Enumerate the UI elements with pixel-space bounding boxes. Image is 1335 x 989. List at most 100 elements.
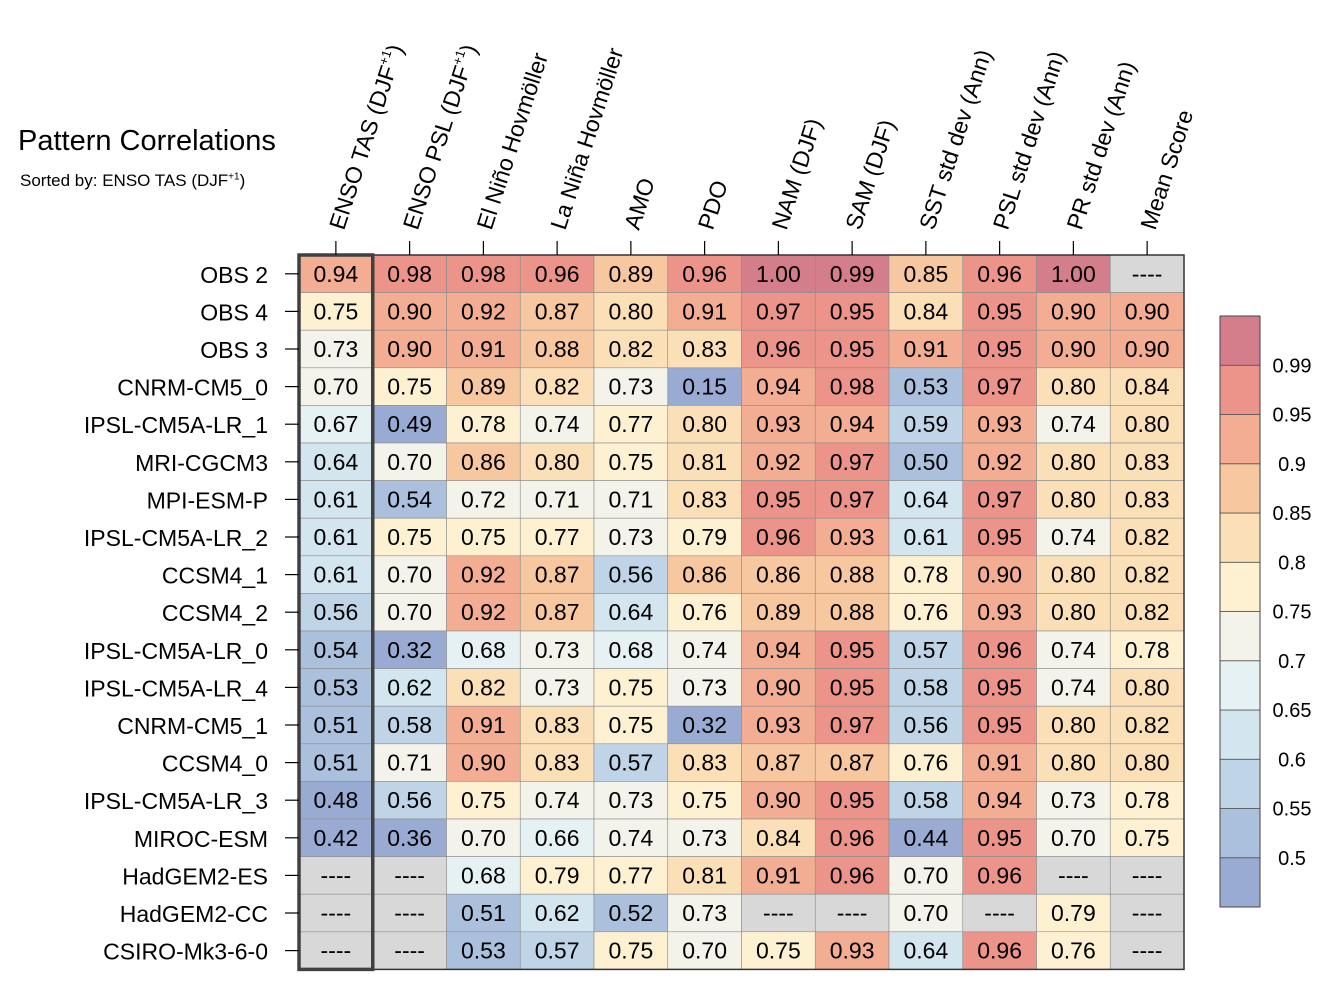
- cell-value: 0.74: [1051, 411, 1096, 437]
- heatmap-cell: [962, 856, 1037, 895]
- cell-value: 0.97: [977, 486, 1022, 512]
- cell-value: 0.56: [387, 787, 432, 813]
- row-label: IPSL-CM5A-LR_4: [84, 675, 268, 701]
- cell-value: 0.64: [903, 486, 948, 512]
- cell-value: ----: [1132, 261, 1163, 287]
- heatmap-cell: [519, 668, 595, 707]
- heatmap-cell: [298, 818, 374, 857]
- cell-value: ----: [394, 900, 425, 926]
- cell-value: 0.82: [1125, 524, 1170, 550]
- cell-value: 0.73: [608, 787, 653, 813]
- heatmap-cell: [1036, 781, 1111, 820]
- cell-value: 0.82: [461, 674, 506, 700]
- cell-value: 0.95: [977, 298, 1022, 324]
- heatmap-cell: [1036, 705, 1111, 745]
- cell-value: 0.97: [977, 374, 1022, 400]
- cell-value: 0.58: [903, 674, 948, 700]
- heatmap-cell: [593, 781, 669, 820]
- heatmap-cell: [1109, 630, 1185, 669]
- heatmap-cell: [888, 743, 964, 782]
- cell-value: 0.79: [682, 524, 727, 550]
- heatmap-cell: [372, 781, 447, 820]
- colorbar-segment: [1219, 808, 1261, 859]
- cell-value: 0.97: [830, 486, 875, 512]
- heatmap-cell: [519, 405, 595, 444]
- cell-value: 0.96: [830, 825, 875, 851]
- cell-value: 0.85: [903, 261, 948, 287]
- heatmap-cell: [298, 931, 374, 970]
- heatmap-cell: [593, 254, 669, 293]
- cell-value: 0.81: [682, 862, 727, 888]
- colorbar-segment: [1219, 709, 1261, 760]
- cell-value: 0.95: [977, 674, 1022, 700]
- heatmap-cell: [446, 329, 521, 369]
- heatmap-cell: [814, 931, 890, 970]
- heatmap-cell: [372, 480, 447, 519]
- heatmap-cell: [814, 254, 890, 293]
- heatmap-cell: [962, 254, 1037, 293]
- cell-value: 0.80: [1051, 750, 1096, 776]
- cell-value: 0.89: [756, 599, 801, 625]
- cell-value: 0.75: [313, 298, 358, 324]
- cell-value: 0.75: [608, 712, 653, 738]
- cell-value: 0.79: [1051, 900, 1096, 926]
- cell-value: 0.51: [313, 750, 358, 776]
- cell-value: 0.79: [535, 862, 580, 888]
- cell-value: 0.62: [535, 900, 580, 926]
- cell-value: ----: [837, 900, 868, 926]
- row-label: MRI-CGCM3: [135, 450, 268, 476]
- cell-value: 0.98: [387, 261, 432, 287]
- cell-value: 0.50: [903, 449, 948, 475]
- cell-value: 0.73: [313, 336, 358, 362]
- heatmap-cell: [1109, 668, 1185, 707]
- heatmap-cell: [446, 743, 521, 782]
- row-label: OBS 3: [200, 337, 268, 363]
- cell-value: 0.93: [830, 524, 875, 550]
- heatmap-cell: [888, 630, 964, 669]
- heatmap-cell: [446, 781, 521, 820]
- heatmap-cell: [667, 893, 742, 933]
- colorbar-segment: [1219, 364, 1261, 415]
- heatmap-cell: [814, 781, 890, 820]
- cell-value: 0.80: [682, 411, 727, 437]
- column-label: Mean Score: [1135, 107, 1198, 233]
- heatmap-cell: [962, 329, 1037, 369]
- heatmap-cell: [667, 593, 742, 632]
- cell-value: 0.75: [608, 449, 653, 475]
- heatmap-cell: [593, 743, 669, 782]
- cell-value: 0.74: [535, 787, 580, 813]
- heatmap-cell: [298, 705, 374, 745]
- heatmap-cell: [667, 705, 742, 745]
- cell-value: 0.94: [756, 637, 801, 663]
- cell-value: 0.95: [830, 336, 875, 362]
- row-label: IPSL-CM5A-LR_1: [84, 412, 268, 438]
- heatmap-cell: [298, 555, 374, 594]
- cell-value: 0.54: [387, 486, 432, 512]
- heatmap-cell: [519, 931, 595, 970]
- heatmap-cell: [814, 856, 890, 895]
- cell-value: ----: [394, 862, 425, 888]
- cell-value: 0.94: [977, 787, 1022, 813]
- cell-value: 0.66: [535, 825, 580, 851]
- row-label: CCSM4_1: [162, 563, 268, 589]
- cell-value: 0.67: [313, 411, 358, 437]
- heatmap-cell: [962, 405, 1037, 444]
- colorbar: 0.5 0.55 0.6 0.65 0.7 0.75 0.8 0.85 0.9 0.95 0.99: [1219, 315, 1311, 908]
- heatmap-cell: [741, 480, 816, 519]
- heatmap-cell: [1109, 405, 1185, 444]
- cell-value: 0.53: [313, 674, 358, 700]
- heatmap-cell: [1109, 743, 1185, 782]
- cell-value: 0.57: [903, 637, 948, 663]
- cell-value: ----: [321, 938, 352, 964]
- heatmap-cell: [888, 254, 964, 293]
- column-labels: ENSO TAS (DJF+1)ENSO PSL (DJF+1)El Niño …: [324, 41, 1198, 255]
- heatmap-cell: [298, 480, 374, 519]
- cell-value: 0.72: [461, 486, 506, 512]
- heatmap-cell: [667, 555, 742, 594]
- cell-value: 0.78: [1125, 787, 1170, 813]
- cell-value: 0.95: [830, 637, 875, 663]
- cell-value: 0.86: [682, 562, 727, 588]
- heatmap-cell: [962, 292, 1037, 331]
- cell-value: 0.74: [1051, 524, 1096, 550]
- cell-value: 0.97: [830, 449, 875, 475]
